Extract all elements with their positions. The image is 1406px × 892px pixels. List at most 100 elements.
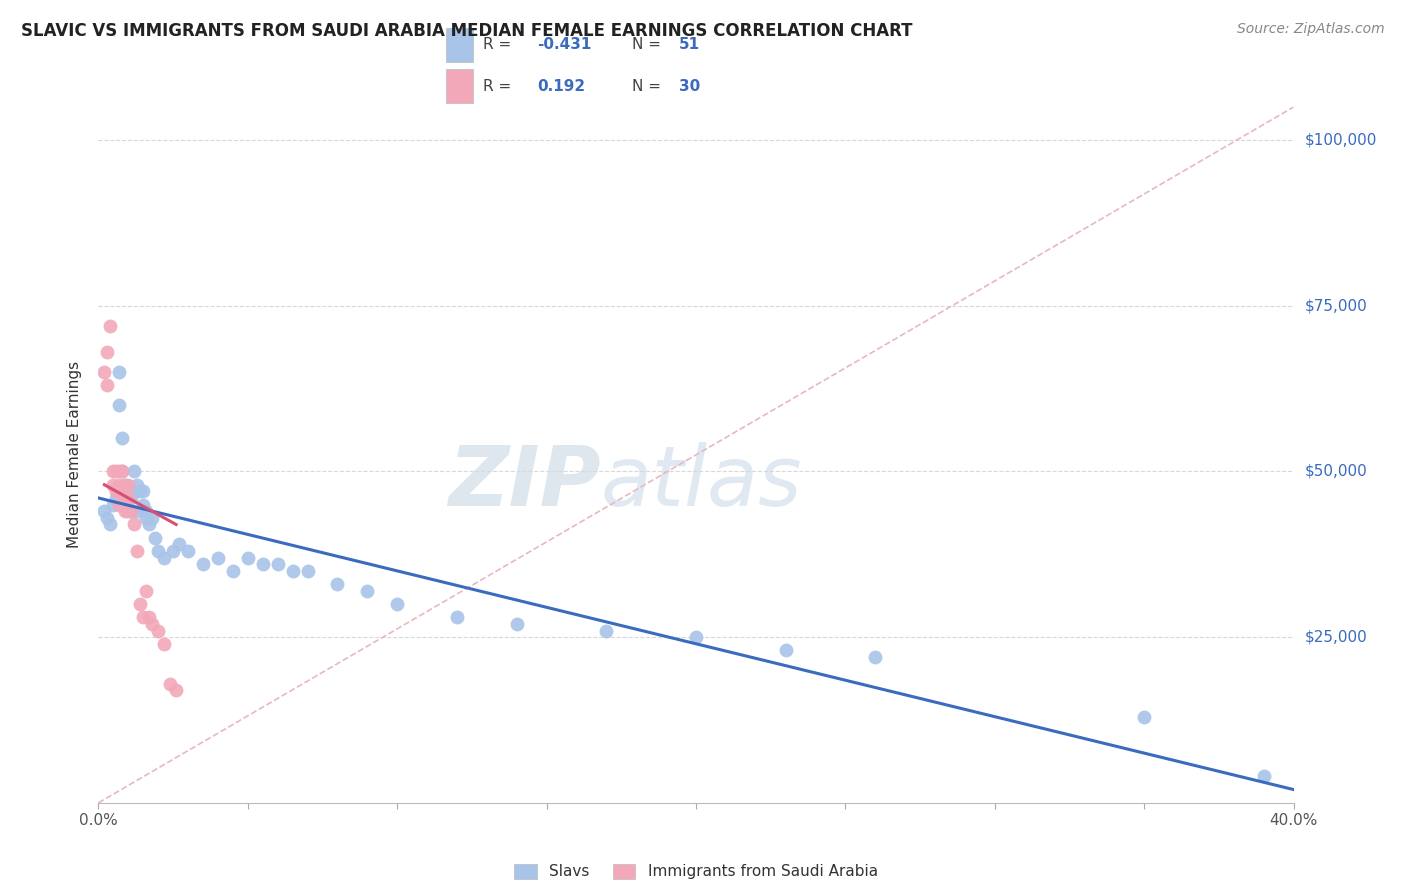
Point	[117, 491, 139, 505]
Text: $25,000: $25,000	[1305, 630, 1368, 645]
Point	[143, 531, 166, 545]
Text: ZIP: ZIP	[447, 442, 600, 524]
Text: -0.431: -0.431	[537, 37, 592, 52]
Text: N =: N =	[631, 79, 661, 94]
Point	[114, 504, 136, 518]
Point	[148, 544, 170, 558]
Point	[129, 597, 152, 611]
Point	[124, 484, 146, 499]
Text: $75,000: $75,000	[1305, 298, 1368, 313]
Point	[135, 504, 157, 518]
Text: R =: R =	[484, 79, 512, 94]
Point	[141, 616, 163, 631]
Point	[117, 504, 139, 518]
Point	[111, 465, 134, 479]
Point	[108, 398, 131, 412]
Point	[685, 630, 707, 644]
Point	[103, 477, 125, 491]
Point	[117, 491, 139, 505]
Point	[236, 550, 259, 565]
Point	[93, 365, 115, 379]
Point	[356, 583, 378, 598]
Text: $50,000: $50,000	[1305, 464, 1368, 479]
Point	[117, 477, 139, 491]
Point	[165, 683, 187, 698]
Point	[105, 484, 128, 499]
Point	[127, 504, 149, 518]
Text: R =: R =	[484, 37, 512, 52]
Point	[385, 597, 409, 611]
Point	[129, 484, 152, 499]
Point	[865, 650, 887, 665]
Point	[138, 610, 160, 624]
Point	[108, 498, 131, 512]
Point	[135, 511, 157, 525]
Point	[135, 583, 157, 598]
Text: atlas: atlas	[600, 442, 801, 524]
Point	[177, 544, 200, 558]
Point	[191, 558, 214, 572]
Point	[132, 484, 155, 499]
Point	[114, 477, 136, 491]
Point	[105, 491, 128, 505]
Text: SLAVIC VS IMMIGRANTS FROM SAUDI ARABIA MEDIAN FEMALE EARNINGS CORRELATION CHART: SLAVIC VS IMMIGRANTS FROM SAUDI ARABIA M…	[21, 22, 912, 40]
Point	[326, 577, 349, 591]
Point	[96, 511, 118, 525]
Point	[127, 477, 149, 491]
Point	[98, 318, 122, 333]
Point	[153, 637, 176, 651]
Point	[281, 564, 304, 578]
Point	[775, 643, 797, 657]
Text: 51: 51	[679, 37, 700, 52]
Point	[114, 477, 136, 491]
Point	[108, 465, 131, 479]
Point	[111, 465, 134, 479]
Point	[111, 431, 134, 445]
Legend: Slavs, Immigrants from Saudi Arabia: Slavs, Immigrants from Saudi Arabia	[508, 857, 884, 886]
Point	[132, 610, 155, 624]
Point	[1133, 709, 1156, 723]
Point	[1253, 769, 1275, 783]
Point	[103, 498, 125, 512]
Point	[96, 378, 118, 392]
Text: Source: ZipAtlas.com: Source: ZipAtlas.com	[1237, 22, 1385, 37]
Text: 30: 30	[679, 79, 700, 94]
Point	[162, 544, 184, 558]
Point	[114, 484, 136, 499]
Point	[124, 517, 146, 532]
FancyBboxPatch shape	[446, 69, 472, 103]
Point	[132, 498, 155, 512]
Point	[127, 544, 149, 558]
Point	[506, 616, 529, 631]
Point	[595, 624, 617, 638]
Point	[120, 504, 142, 518]
Text: N =: N =	[631, 37, 661, 52]
Point	[267, 558, 290, 572]
Point	[159, 676, 181, 690]
Point	[105, 465, 128, 479]
Point	[222, 564, 245, 578]
Point	[93, 504, 115, 518]
Point	[167, 537, 190, 551]
Point	[111, 484, 134, 499]
Point	[124, 465, 146, 479]
Y-axis label: Median Female Earnings: Median Female Earnings	[67, 361, 83, 549]
Point	[103, 465, 125, 479]
Point	[446, 610, 468, 624]
Point	[108, 365, 131, 379]
Point	[120, 491, 142, 505]
Point	[207, 550, 229, 565]
Point	[114, 491, 136, 505]
Point	[141, 511, 163, 525]
Point	[148, 624, 170, 638]
Point	[98, 517, 122, 532]
Point	[96, 345, 118, 359]
Point	[252, 558, 274, 572]
Point	[120, 504, 142, 518]
FancyBboxPatch shape	[446, 28, 472, 62]
Point	[138, 517, 160, 532]
Text: $100,000: $100,000	[1305, 133, 1376, 148]
Point	[108, 477, 131, 491]
Text: 0.192: 0.192	[537, 79, 585, 94]
Point	[153, 550, 176, 565]
